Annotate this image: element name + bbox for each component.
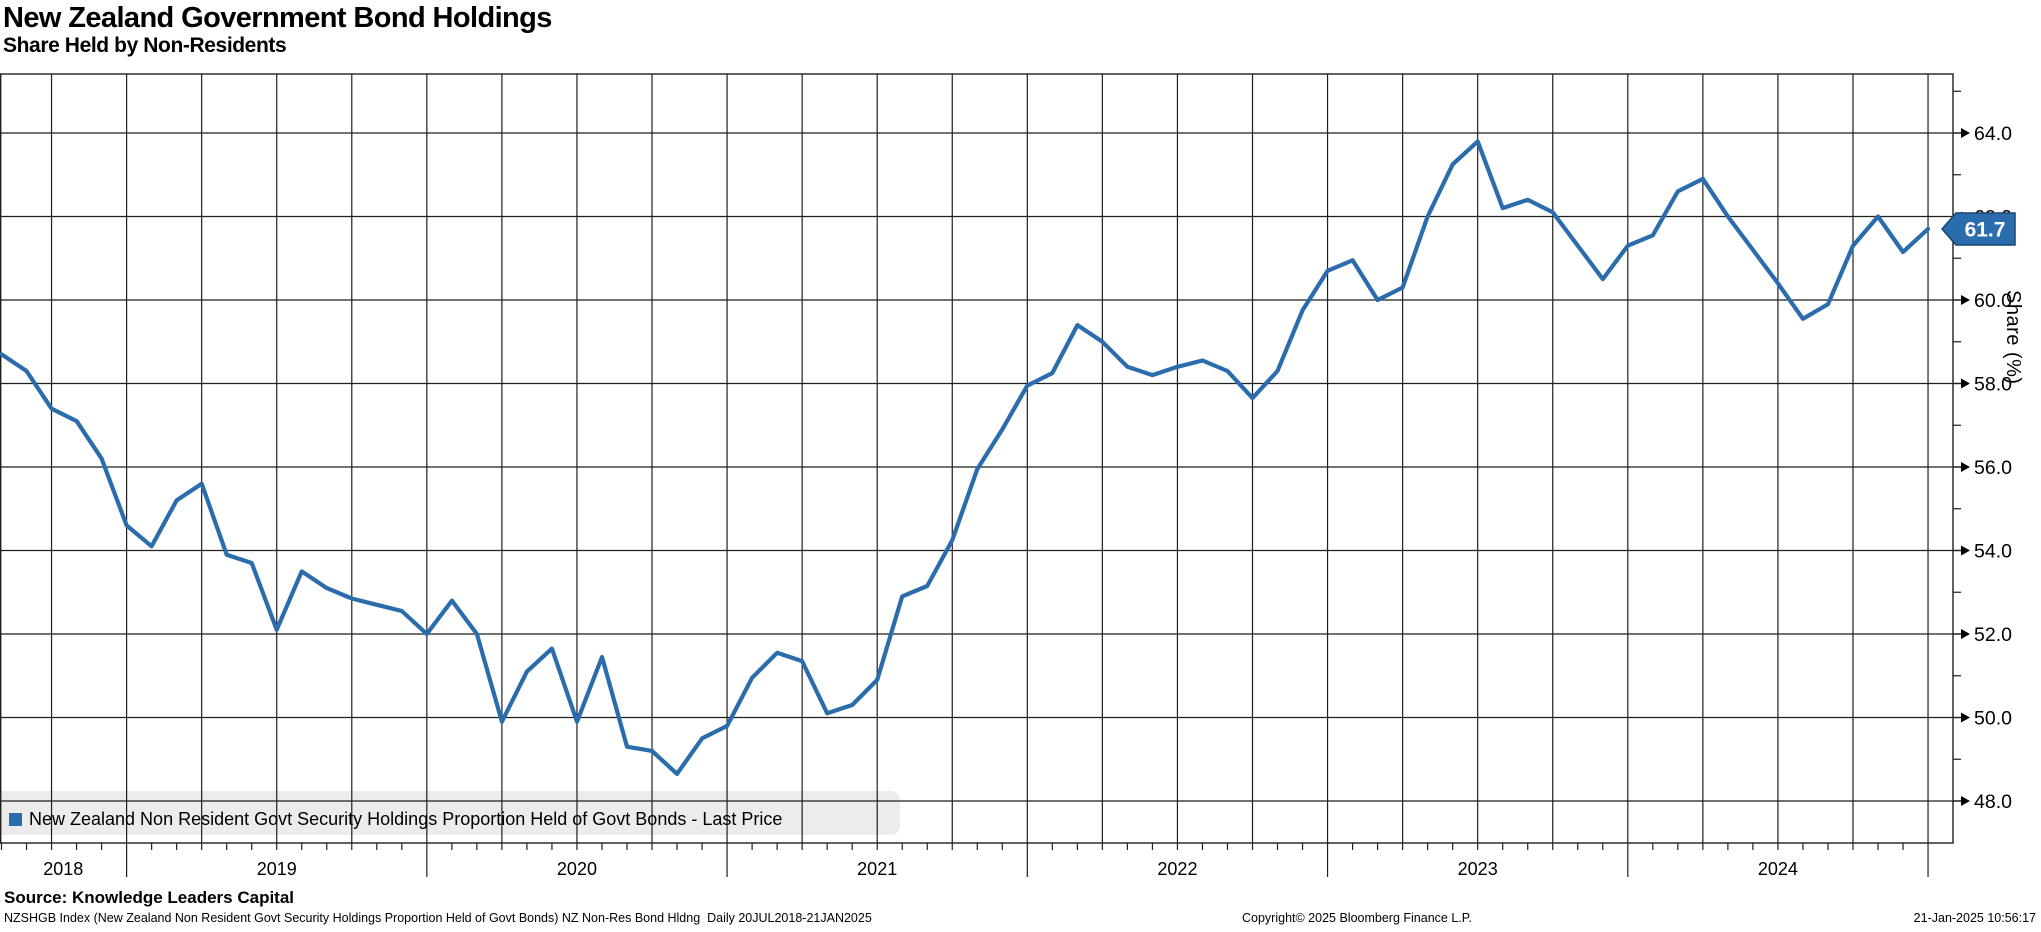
x-tick-label-2018: 2018 bbox=[43, 859, 83, 879]
y-tick-label-50: 50.0 bbox=[1974, 708, 2012, 730]
timestamp: 21-Jan-2025 10:56:17 bbox=[1913, 911, 2036, 925]
x-tick-label-2021: 2021 bbox=[857, 859, 897, 879]
x-tick-label-2020: 2020 bbox=[557, 859, 597, 879]
x-tick-label-2019: 2019 bbox=[257, 859, 297, 879]
y-tick-label-60: 60.0 bbox=[1974, 290, 2012, 312]
y-tick-label-56: 56.0 bbox=[1974, 457, 2012, 479]
x-tick-label-2023: 2023 bbox=[1458, 859, 1498, 879]
y-tick-arrow-icon bbox=[1961, 712, 1970, 723]
plot-frame bbox=[0, 73, 1954, 844]
y-tick-arrow-icon bbox=[1961, 629, 1970, 639]
legend-swatch-icon bbox=[9, 812, 22, 826]
copyright-note: Copyright© 2025 Bloomberg Finance L.P. bbox=[1242, 911, 1472, 925]
price-line bbox=[0, 139, 1931, 777]
y-tick-arrow-icon bbox=[1961, 295, 1970, 305]
legend: New Zealand Non Resident Govt Security H… bbox=[9, 805, 782, 833]
index-description: NZSHGB Index (New Zealand Non Resident G… bbox=[4, 911, 872, 925]
y-axis-title: Share (%) bbox=[2002, 290, 2024, 385]
y-tick-arrow-icon bbox=[1961, 545, 1970, 556]
y-tick-label-58: 58.0 bbox=[1974, 374, 2012, 396]
y-tick-arrow-icon bbox=[1961, 128, 1970, 138]
y-tick-arrow-icon bbox=[1961, 462, 1970, 472]
last-price-value: 61.7 bbox=[1965, 219, 2006, 242]
legend-label: New Zealand Non Resident Govt Security H… bbox=[29, 808, 783, 829]
y-tick-label-54: 54.0 bbox=[1974, 541, 2012, 563]
y-tick-arrow-icon bbox=[1961, 378, 1970, 389]
y-tick-label-48: 48.0 bbox=[1974, 791, 2012, 813]
x-tick-label-2024: 2024 bbox=[1758, 859, 1798, 879]
source-note: Source: Knowledge Leaders Capital bbox=[4, 888, 295, 907]
last-price-tag bbox=[1941, 212, 2016, 246]
page-title: New Zealand Government Bond Holdings bbox=[3, 2, 552, 34]
x-tick-label-2022: 2022 bbox=[1157, 859, 1197, 879]
y-tick-label-64: 64.0 bbox=[1974, 123, 2012, 145]
legend-background bbox=[0, 791, 900, 835]
y-tick-arrow-icon bbox=[1961, 796, 1970, 806]
y-tick-label-52: 52.0 bbox=[1974, 624, 2012, 646]
page-subtitle: Share Held by Non-Residents bbox=[3, 34, 287, 57]
